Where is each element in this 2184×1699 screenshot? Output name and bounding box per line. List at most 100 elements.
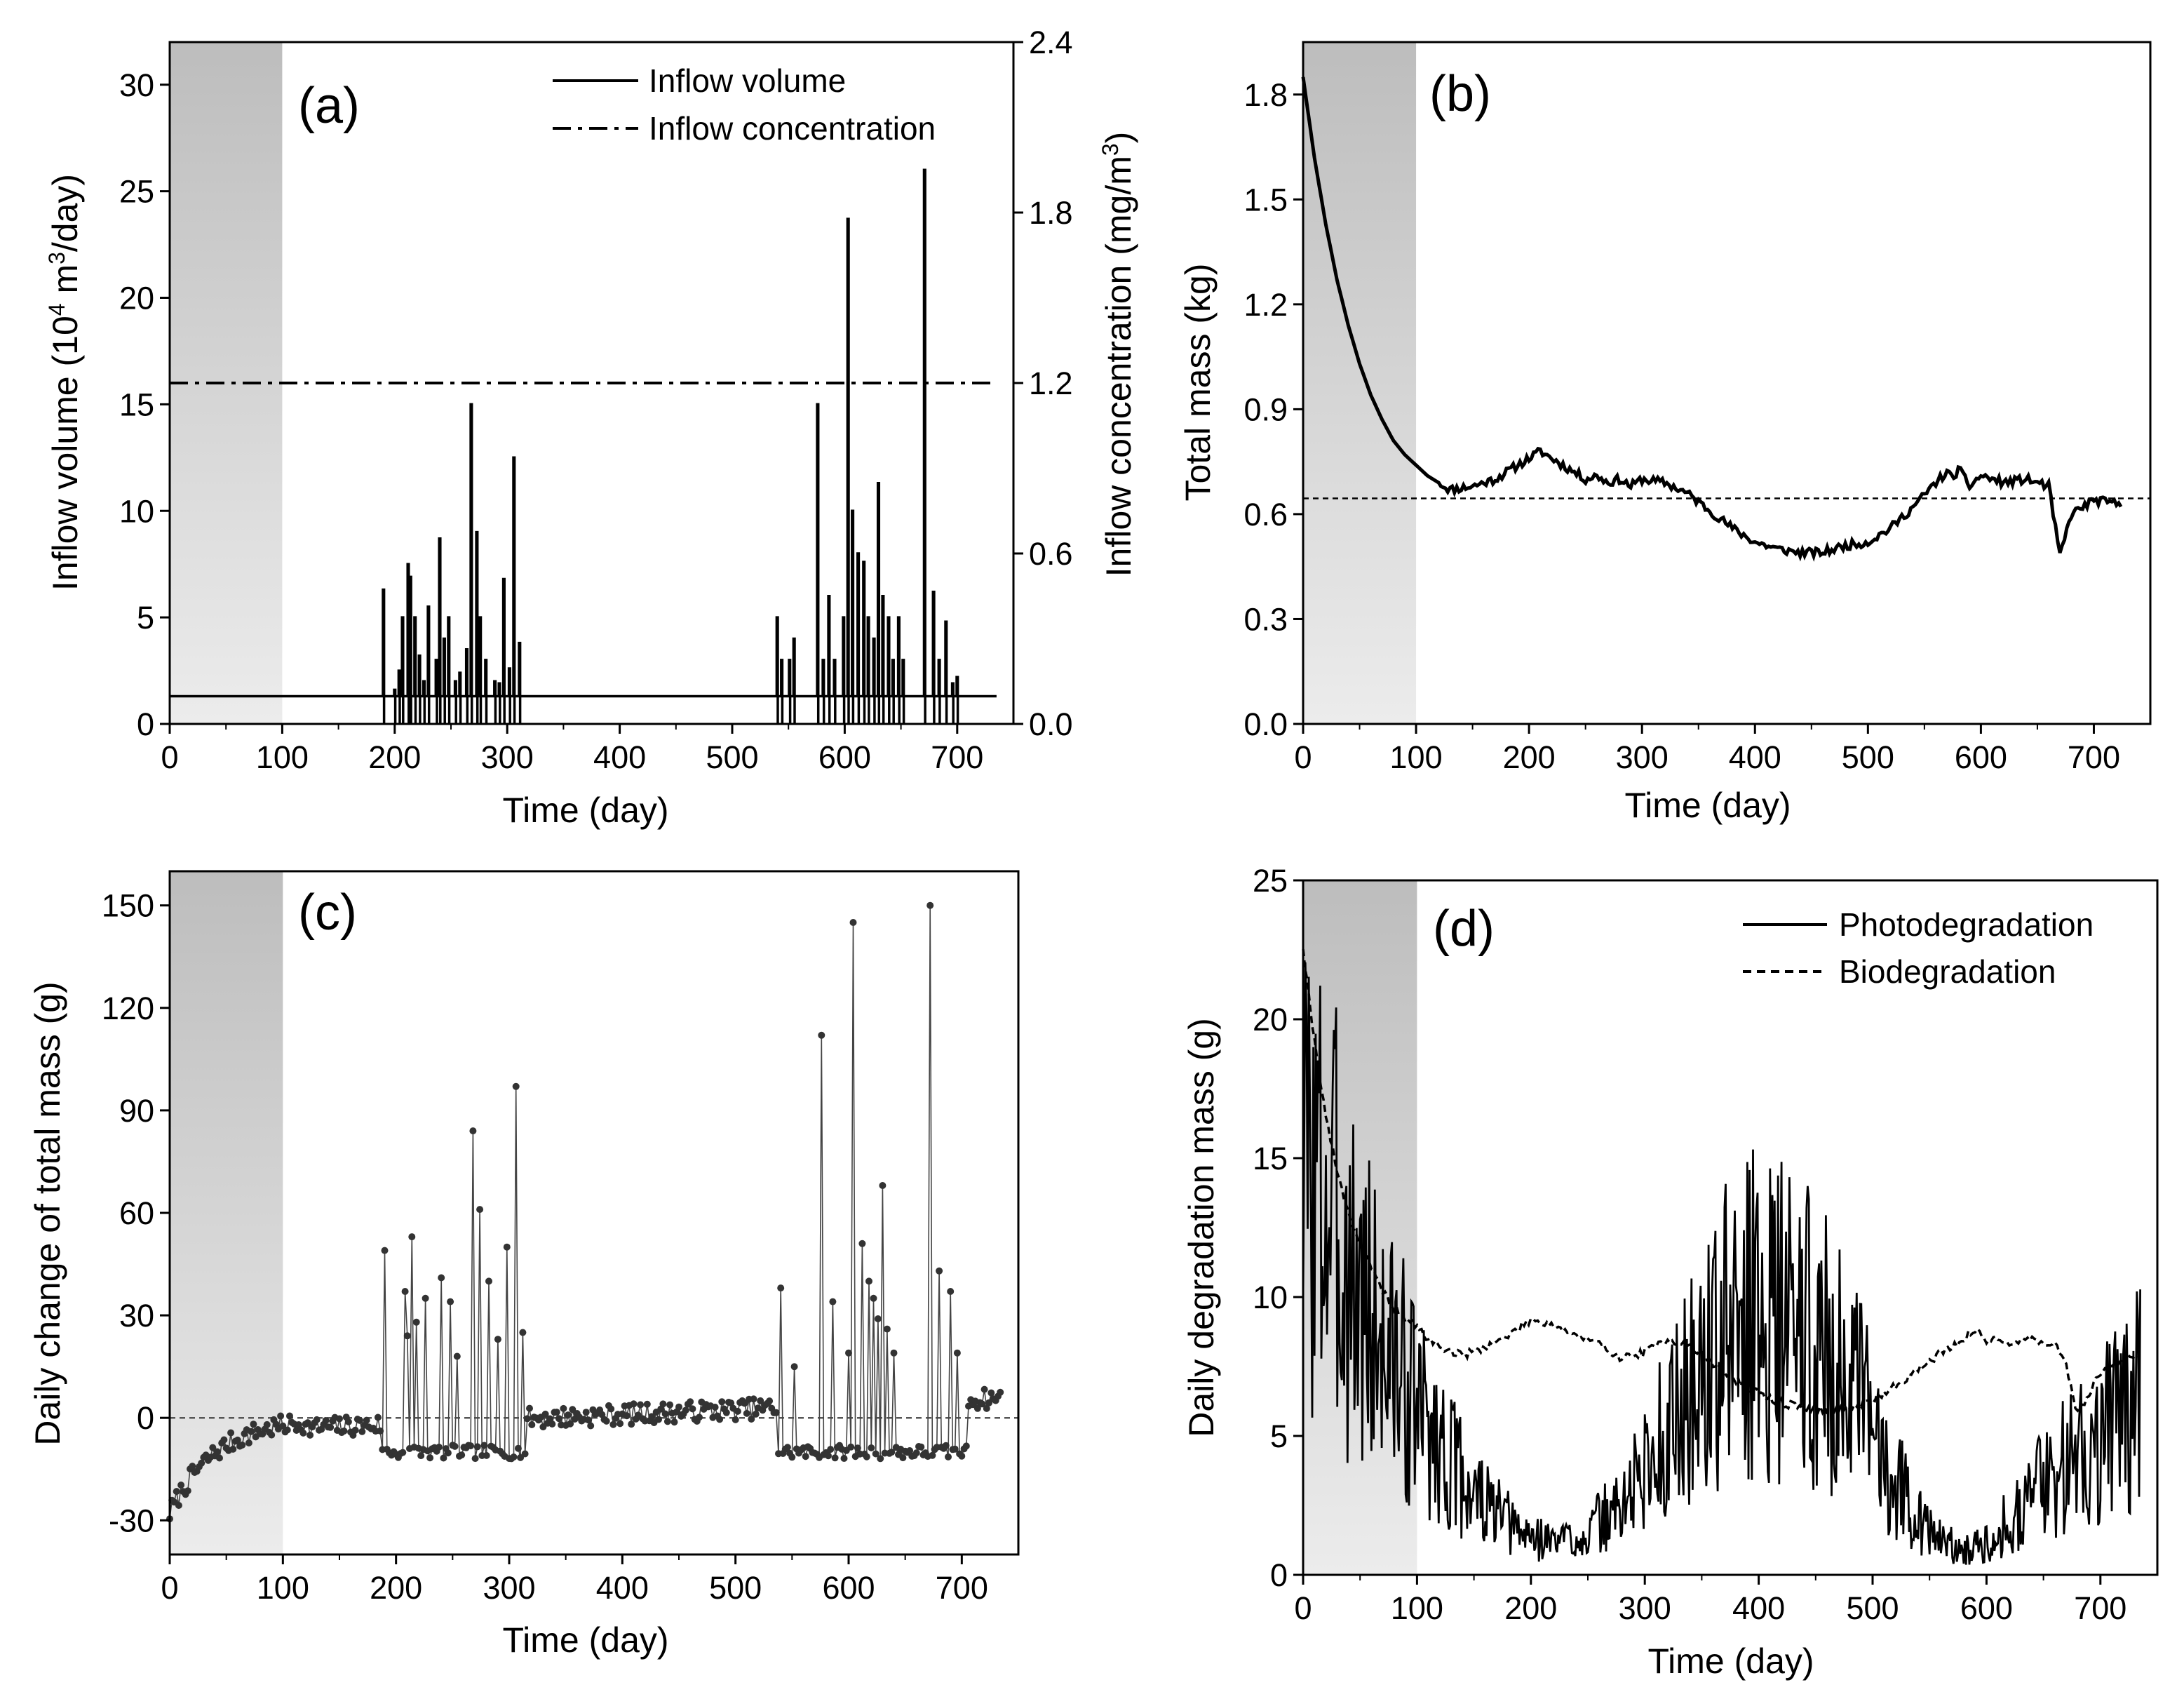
x-axis-label: Time (day) [1647,1641,1814,1681]
y-axis-label-part-3: /day) [46,174,85,252]
y-axis-label: Daily degradation mass (g) [1182,1018,1221,1437]
series-line-inflow-volume [170,168,997,724]
x-tick-label: 100 [1390,739,1443,775]
data-point [216,1454,223,1462]
data-point [947,1288,955,1295]
data-point [854,1444,861,1452]
y-tick-label: 150 [102,888,154,924]
data-point [865,1277,872,1285]
data-point [584,1416,592,1424]
x-tick-label: 0 [161,1570,178,1606]
data-point [587,1422,595,1430]
data-point [227,1429,235,1437]
data-point [888,1449,896,1456]
data-point [849,919,857,926]
data-point [453,1352,461,1360]
data-point [473,1443,481,1451]
data-point [245,1439,252,1446]
data-point [356,1416,363,1424]
data-point [906,1447,914,1454]
data-point [666,1401,674,1409]
y-axis-label-part-1: Inflow volume (10 [46,316,85,591]
y-tick-label: 0.6 [1243,497,1288,532]
y-axis-label-sup-2: 3 [44,252,69,264]
panel-b: 0 100 200 300 400 500 600 700 0.0 0.3 0.6 0.9 1.2 1.… [1178,41,2152,825]
data-point [840,1455,848,1462]
data-point [883,1325,891,1333]
data-point [917,1443,925,1451]
data-point [962,1442,970,1450]
data-point [471,1455,479,1463]
data-point [643,1400,651,1408]
data-point [541,1410,549,1418]
y-tick-label: 20 [119,281,154,316]
y2-tick-label: 2.4 [1029,25,1073,60]
data-point [675,1403,682,1411]
data-point [827,1446,835,1453]
data-point [788,1453,796,1461]
y-tick-label: 10 [1253,1280,1288,1315]
data-point [874,1315,882,1322]
x-tick-label: 400 [593,739,646,775]
data-point [609,1421,617,1428]
data-point [663,1418,671,1425]
data-point [628,1421,635,1428]
x-tick-label: 700 [936,1570,988,1606]
y-axis-ticks: -30 0 30 60 90 120 150 [102,888,170,1538]
x-tick-label: 200 [1504,1590,1557,1626]
y-tick-label: 15 [119,387,154,422]
data-point [958,1452,966,1460]
data-point [607,1405,615,1413]
data-point [336,1415,343,1423]
plot-frame [1302,879,2159,1576]
data-point [877,1455,884,1463]
data-point [847,1443,855,1451]
data-point [198,1459,205,1467]
data-point [175,1502,182,1509]
data-point [670,1418,678,1426]
panel-label: (b) [1429,66,1491,122]
data-point [238,1442,246,1449]
data-point [987,1389,995,1397]
x-tick-label: 400 [1729,739,1781,775]
x-tick-label: 0 [1294,1590,1312,1626]
data-point [802,1453,809,1460]
data-point [863,1453,870,1460]
panel-label: (a) [298,78,360,134]
data-point [426,1454,434,1462]
data-point [510,1453,518,1460]
x-tick-label: 300 [483,1570,535,1606]
data-point [569,1406,577,1413]
data-point [682,1406,689,1414]
x-tick-label: 500 [1842,739,1894,775]
y2-tick-label: 1.8 [1029,195,1073,231]
data-point [602,1417,610,1425]
legend-label-inflow-concentration: Inflow concentration [649,110,936,147]
data-point [655,1416,662,1423]
data-point [447,1298,454,1305]
data-point [304,1419,311,1427]
data-point [582,1409,590,1416]
y-tick-label: 1.5 [1243,182,1288,217]
x-tick-label: 600 [1955,739,2007,775]
data-point [752,1410,760,1418]
y-tick-label: 90 [119,1093,154,1129]
data-point [327,1423,335,1431]
data-point [299,1429,307,1437]
x-tick-label: 300 [1616,739,1669,775]
data-point [173,1488,180,1496]
x-axis-label: Time (day) [1624,786,1791,825]
data-point [436,1444,443,1451]
shaded-spinup-rect [170,42,283,724]
data-point [250,1421,257,1428]
data-point [879,1182,887,1189]
data-point [358,1428,366,1435]
data-point [732,1416,739,1423]
data-point [412,1318,420,1326]
panel-label: (c) [298,885,357,941]
data-point [363,1416,370,1424]
data-point [942,1442,950,1449]
shaded-spinup-rect [1303,42,1417,724]
y-axis-label: Total mass (kg) [1178,264,1218,502]
data-point [422,1294,429,1302]
